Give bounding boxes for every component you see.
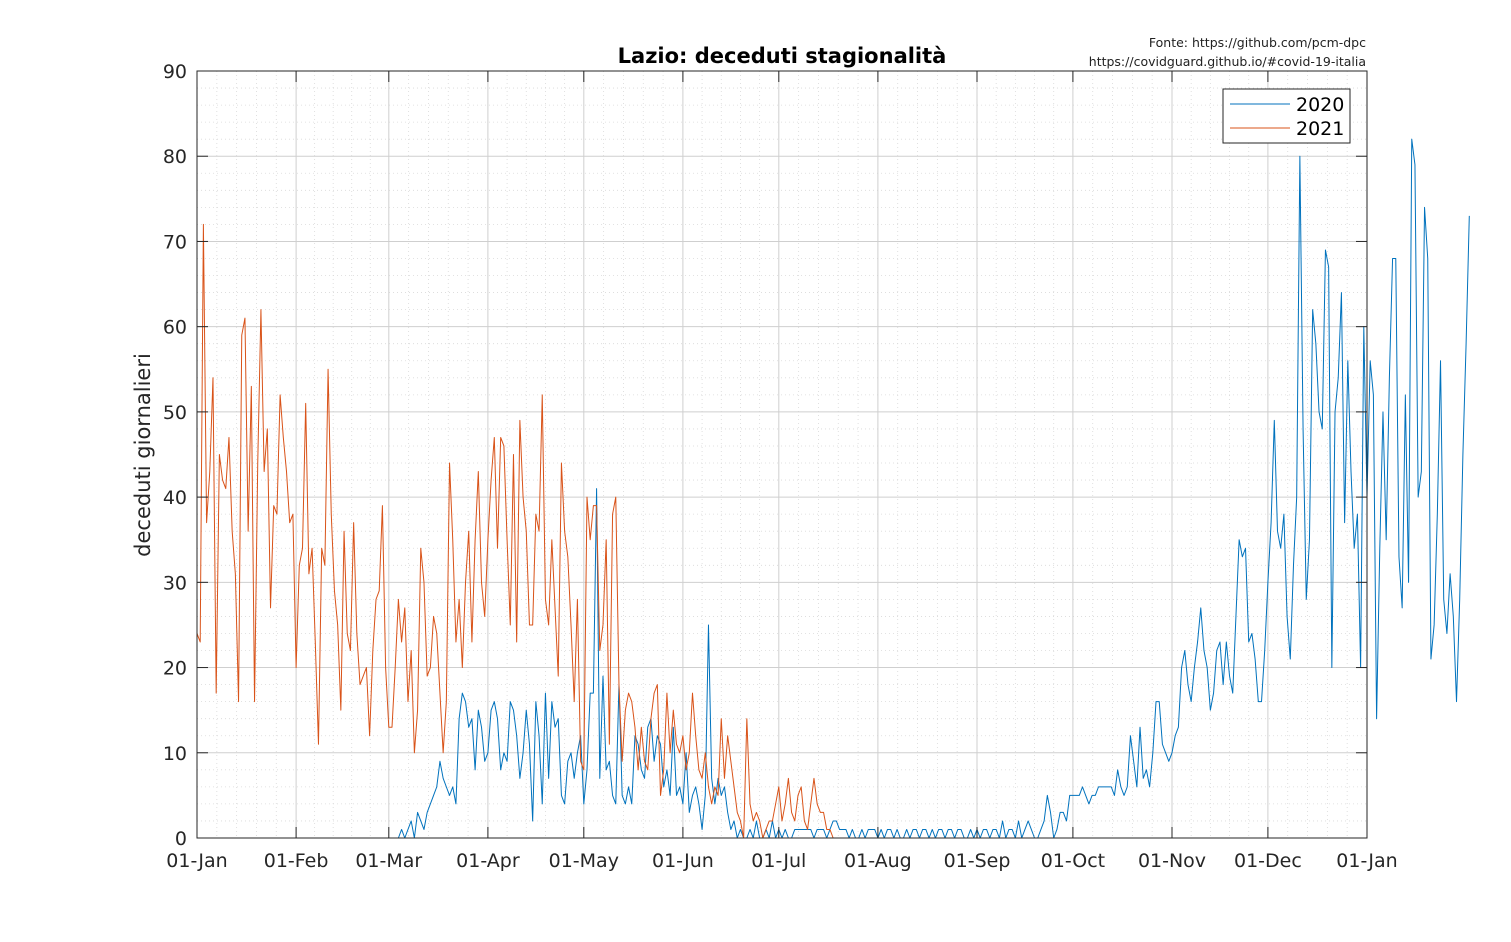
- chart-title: Lazio: deceduti stagionalità: [618, 44, 947, 68]
- x-tick-label: 01-Feb: [264, 850, 329, 872]
- legend-label-2020: 2020: [1296, 94, 1344, 116]
- y-tick-label: 70: [163, 231, 187, 253]
- legend-label-2021: 2021: [1296, 118, 1344, 140]
- y-tick-label: 50: [163, 402, 187, 424]
- x-tick-label: 01-Jan: [166, 850, 227, 872]
- x-tick-label: 01-May: [549, 850, 619, 872]
- minor-grid: [197, 71, 1367, 838]
- x-tick-label: 01-Mar: [355, 850, 422, 872]
- y-tick-label: 20: [163, 658, 187, 680]
- y-tick-label: 10: [163, 743, 187, 765]
- x-tick-label: 01-Oct: [1041, 850, 1105, 872]
- x-tick-label: 01-Apr: [456, 850, 520, 872]
- x-tick-label: 01-Aug: [844, 850, 912, 872]
- x-tick-labels: 01-Jan 01-Feb 01-Mar 01-Apr 01-May 01-Jun 01-J…: [166, 850, 1397, 872]
- source-line-2: https://covidguard.github.io/#covid-19-i…: [1088, 54, 1366, 69]
- series-line-2021: [196, 223, 834, 839]
- plot-lines: [196, 138, 1470, 839]
- source-line-1: Fonte: https://github.com/pcm-dpc: [1148, 35, 1366, 50]
- y-tick-label: 0: [175, 828, 187, 850]
- x-tick-label: 01-Nov: [1138, 850, 1206, 872]
- y-tick-label: 60: [163, 317, 187, 339]
- x-tick-label: 01-Jun: [652, 850, 714, 872]
- y-tick-label: 80: [163, 146, 187, 168]
- y-tick-label: 90: [163, 61, 187, 83]
- x-tick-label: 01-Jul: [751, 850, 806, 872]
- y-tick-label: 40: [163, 487, 187, 509]
- x-tick-label: 01-Jan: [1336, 850, 1397, 872]
- x-tick-label: 01-Sep: [944, 850, 1011, 872]
- axis-ticks: [196, 70, 1368, 839]
- series-line-2020: [372, 138, 1470, 839]
- legend-box: [1222, 88, 1351, 144]
- y-axis-label: deceduti giornalieri: [131, 353, 155, 557]
- y-tick-label: 30: [163, 572, 187, 594]
- y-tick-labels: 0 10 20 30 40 50 60 70 80 90: [163, 61, 187, 850]
- axes-box: [196, 70, 1368, 839]
- x-tick-label: 01-Dec: [1234, 850, 1302, 872]
